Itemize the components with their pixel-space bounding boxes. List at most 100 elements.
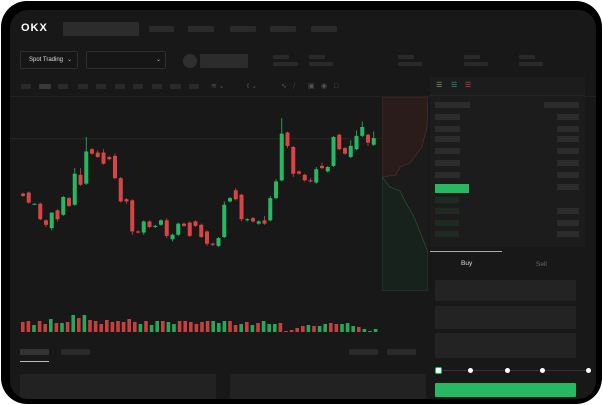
volume-bar bbox=[301, 326, 305, 332]
timeframe-button[interactable] bbox=[189, 84, 199, 89]
slider-stop-100[interactable] bbox=[586, 368, 591, 373]
candle-body bbox=[199, 224, 204, 237]
app-screen: OKX Spot Trading ⌄ ⌄ ≋ ⌄ ℓ ⌄ ∿ ⧸ ▣ ◉ bbox=[10, 10, 596, 399]
candle-body bbox=[222, 204, 227, 237]
candle-body bbox=[308, 180, 313, 182]
filter-button[interactable] bbox=[349, 349, 378, 355]
orderbook-bids-icon[interactable]: ☰ bbox=[451, 82, 458, 89]
candle-type-icon[interactable]: ≋ ⌄ bbox=[211, 83, 225, 90]
volume-bar bbox=[351, 326, 355, 332]
orderbook-row[interactable] bbox=[430, 114, 585, 121]
volume-bar bbox=[105, 320, 109, 332]
timeframe-button[interactable] bbox=[170, 84, 181, 89]
timeframe-button[interactable] bbox=[58, 84, 68, 89]
line-tool-icon[interactable]: ∿ bbox=[281, 83, 287, 90]
volume-bar bbox=[222, 321, 227, 332]
volume-bar bbox=[71, 315, 75, 332]
orderbook-row[interactable] bbox=[430, 220, 585, 227]
candle-body bbox=[164, 220, 169, 236]
candle-body bbox=[72, 173, 77, 205]
candle-body bbox=[274, 181, 278, 199]
orderbook-row[interactable] bbox=[430, 208, 585, 215]
volume-bar bbox=[261, 321, 266, 332]
volume-bar bbox=[217, 323, 221, 332]
slider-stop-50[interactable] bbox=[505, 368, 510, 373]
candle-body bbox=[366, 134, 370, 143]
pair-dropdown[interactable]: ⌄ bbox=[86, 51, 166, 69]
nav-item[interactable] bbox=[230, 26, 256, 32]
volume-bar bbox=[54, 323, 59, 332]
timeframe-button[interactable] bbox=[152, 84, 162, 89]
total-input[interactable] bbox=[435, 333, 576, 358]
orderbook-row[interactable] bbox=[430, 231, 585, 238]
orderbook-row[interactable] bbox=[430, 126, 585, 133]
volume-bar bbox=[323, 324, 327, 332]
volume-bar bbox=[211, 321, 215, 332]
timeframe-button[interactable] bbox=[96, 84, 106, 89]
timeframe-button[interactable] bbox=[78, 84, 88, 89]
tab-sell[interactable]: Sell bbox=[536, 261, 547, 268]
indicator-icon[interactable]: ℓ ⌄ bbox=[247, 83, 258, 90]
orderbook-panel: ☰ ☰ ☰ bbox=[430, 77, 585, 247]
orderbook-row[interactable] bbox=[430, 148, 585, 155]
depth-chart bbox=[382, 97, 428, 291]
volume-bar bbox=[149, 325, 154, 332]
nav-item[interactable] bbox=[311, 26, 337, 32]
orderbook-asks-icon[interactable]: ☰ bbox=[465, 82, 472, 89]
amount-input[interactable] bbox=[435, 306, 576, 329]
candle-body bbox=[136, 231, 140, 233]
buy-button[interactable] bbox=[435, 383, 576, 397]
candle-body bbox=[78, 174, 83, 185]
search-field[interactable] bbox=[63, 22, 139, 36]
spot-trading-dropdown[interactable]: Spot Trading ⌄ bbox=[20, 51, 78, 69]
volume-bar bbox=[21, 322, 25, 332]
volume-bar bbox=[49, 319, 53, 332]
candle-body bbox=[21, 193, 25, 196]
orderbook-row[interactable] bbox=[430, 197, 585, 204]
volume-bar bbox=[177, 321, 182, 332]
slider-handle[interactable] bbox=[435, 367, 442, 374]
orderbook-row[interactable] bbox=[430, 160, 585, 167]
candle-body bbox=[314, 169, 319, 183]
volume-bar bbox=[183, 321, 187, 332]
orderbook-row[interactable] bbox=[430, 136, 585, 143]
timeframe-button[interactable] bbox=[39, 84, 51, 89]
candlestick-chart[interactable] bbox=[10, 97, 382, 337]
price-input[interactable] bbox=[435, 280, 576, 301]
timeframe-button[interactable] bbox=[21, 84, 31, 89]
volume-bar bbox=[77, 318, 81, 332]
timeframe-button[interactable] bbox=[115, 84, 125, 89]
orderbook-row[interactable] bbox=[430, 184, 585, 193]
orderbook-row[interactable] bbox=[430, 102, 585, 109]
candle-body bbox=[233, 190, 238, 200]
filter-button[interactable] bbox=[387, 349, 416, 355]
volume-bar bbox=[99, 324, 103, 332]
volume-bar bbox=[239, 324, 243, 332]
slider-stop-25[interactable] bbox=[468, 368, 473, 373]
tab-order-history[interactable] bbox=[61, 349, 90, 355]
tab-open-orders[interactable] bbox=[20, 349, 49, 355]
timeframe-button[interactable] bbox=[133, 84, 143, 89]
ruler-icon[interactable]: ⧸ bbox=[293, 83, 296, 90]
volume-bar bbox=[233, 325, 238, 332]
orderbook-both-icon[interactable]: ☰ bbox=[436, 82, 443, 89]
nav-item[interactable] bbox=[270, 26, 296, 32]
candle-body bbox=[49, 212, 54, 229]
orderbook-row[interactable] bbox=[430, 172, 585, 179]
fullscreen-icon[interactable]: □ bbox=[334, 83, 339, 90]
tab-buy[interactable]: Buy bbox=[461, 260, 473, 267]
amount-slider[interactable] bbox=[435, 367, 591, 375]
volume-bar bbox=[65, 322, 70, 332]
volume-bar bbox=[37, 321, 42, 332]
slider-stop-75[interactable] bbox=[540, 368, 545, 373]
okx-logo[interactable]: OKX bbox=[21, 22, 48, 34]
settings-icon[interactable]: ◉ bbox=[321, 83, 328, 90]
nav-item[interactable] bbox=[149, 26, 174, 32]
camera-icon[interactable]: ▣ bbox=[308, 83, 315, 90]
volume-bar bbox=[110, 322, 115, 332]
nav-item[interactable] bbox=[188, 26, 214, 32]
candle-body bbox=[141, 221, 146, 233]
assets-card bbox=[230, 374, 426, 399]
volume-bar bbox=[362, 329, 367, 332]
